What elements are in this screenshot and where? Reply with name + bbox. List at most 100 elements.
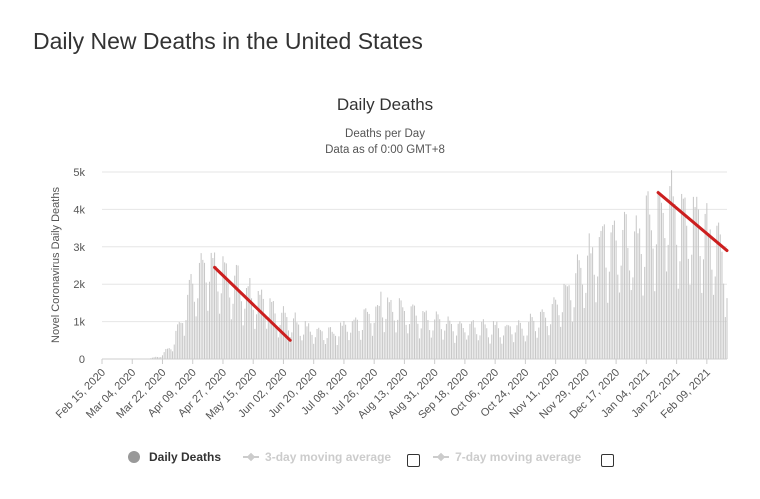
bar [220,293,222,359]
bar [346,331,348,359]
y-tick-label: 0 [79,354,85,366]
bar [410,306,412,359]
bar [623,211,626,359]
legend-item-3-day-average[interactable]: 3-day moving average [243,450,391,464]
bar [565,285,567,359]
legend-label-daily-deaths: Daily Deaths [149,450,222,464]
bar [412,304,414,359]
bar [245,288,248,359]
bar [452,331,454,359]
checkbox-3-day-average[interactable] [407,454,421,467]
bar [151,357,153,359]
bar [271,301,273,359]
bar [649,214,651,359]
bar [303,334,305,359]
bar [602,226,604,359]
bar [511,334,513,359]
bar [640,254,642,359]
bar [607,302,609,359]
bar [326,338,328,359]
chart-subtitle-line-2: Data as of 0:00 GMT+8 [325,144,445,156]
bar [254,328,256,359]
bar [180,322,182,359]
bar [323,340,325,359]
bar [519,322,521,359]
bar [393,320,395,359]
bar [306,326,308,359]
bar [528,321,530,359]
bar [378,305,380,359]
bar [610,232,612,359]
legend-item-daily-deaths[interactable]: Daily Deaths [128,450,221,464]
bar [570,300,572,359]
bar [714,276,716,359]
bar [193,301,195,359]
bar [679,261,681,359]
bar [491,334,493,359]
bar [523,335,525,359]
bar [681,193,683,359]
bar [200,253,202,359]
bar [195,316,197,359]
bar [541,309,543,359]
bar [370,323,372,359]
bar [328,327,330,359]
bar [627,247,629,359]
bar [156,356,158,359]
bar [207,310,209,359]
bar [711,269,713,359]
legend-label-3-day-average: 3-day moving average [265,450,392,464]
bar [262,298,264,359]
bar [235,264,237,359]
bar [192,283,194,359]
bar [382,317,384,359]
bar [266,328,268,359]
bar [333,333,335,359]
bar [518,320,520,359]
bar [477,340,479,359]
bar [392,311,394,359]
bar [256,314,258,359]
y-tick-label: 2k [73,279,85,291]
bar [682,198,684,359]
bar [613,220,615,359]
bar [351,321,353,359]
bar [499,337,501,359]
bar [666,271,668,359]
bar [548,335,550,359]
bar [634,231,636,359]
bar [274,313,276,359]
bar [343,321,345,359]
bar [543,311,545,359]
bar [538,327,540,359]
bar [388,302,390,359]
bar [598,237,600,359]
line-marker-icon [243,451,260,463]
bar [583,308,585,359]
bar [587,255,589,359]
bar [592,247,594,359]
bar [345,324,347,359]
bar [462,328,464,359]
bar [669,186,671,359]
bar [501,343,503,359]
checkbox-7-day-average[interactable] [601,454,615,467]
legend-item-7-day-average[interactable]: 7-day moving average [433,450,581,464]
bar [385,318,387,359]
bar [644,266,646,359]
bar [662,212,664,359]
bar [593,274,595,359]
bar [209,281,211,359]
bar [625,214,627,359]
bar [637,233,639,359]
chart-title: Daily Deaths [337,95,433,114]
bar [329,327,332,359]
bar [476,334,478,359]
bar [276,326,278,359]
bar [721,251,723,359]
bar [371,335,374,359]
bar [298,324,300,359]
bar [615,240,617,359]
bar [550,324,552,359]
